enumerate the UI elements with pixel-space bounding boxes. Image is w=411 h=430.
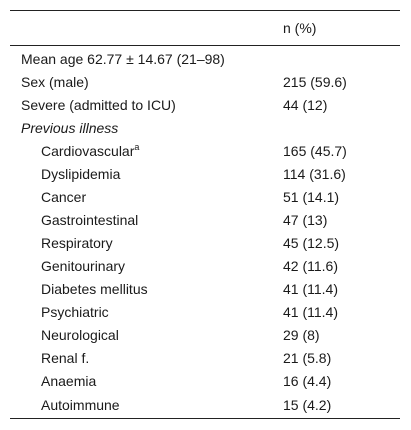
table-row-respiratory: Respiratory 45 (12.5): [10, 232, 400, 255]
row-label: Renal f.: [41, 350, 90, 366]
row-value: 41 (11.4): [283, 304, 338, 320]
section-label: Previous illness: [21, 120, 119, 136]
row-label: Autoimmune: [41, 397, 120, 413]
row-value: 114 (31.6): [283, 166, 346, 182]
row-label: Mean age 62.77 ± 14.67 (21–98): [21, 51, 225, 67]
row-value: 29 (8): [283, 327, 320, 343]
row-value: 42 (11.6): [283, 258, 338, 274]
table-row-dyslipidemia: Dyslipidemia 114 (31.6): [10, 163, 400, 186]
row-label: Psychiatric: [41, 304, 109, 320]
row-label: Sex (male): [21, 74, 89, 90]
row-label: Genitourinary: [41, 258, 126, 274]
table-row-psychiatric: Psychiatric 41 (11.4): [10, 301, 400, 324]
header-label-column: [10, 11, 283, 46]
table-row-autoimmune: Autoimmune 15 (4.2): [10, 393, 400, 419]
row-value: 41 (11.4): [283, 281, 338, 297]
row-value: 16 (4.4): [283, 373, 332, 389]
table-row-renal: Renal f. 21 (5.8): [10, 347, 400, 370]
table-row-genitourinary: Genitourinary 42 (11.6): [10, 255, 400, 278]
row-label: Dyslipidemia: [41, 166, 121, 182]
row-label: Cardiovascular: [41, 143, 135, 159]
row-value: 44 (12): [283, 97, 328, 113]
row-value: [283, 117, 400, 140]
row-value: 51 (14.1): [283, 189, 340, 205]
table-header-row: n (%): [10, 10, 400, 46]
row-label: Anaemia: [41, 373, 97, 389]
row-value: 47 (13): [283, 212, 328, 228]
row-label: Gastrointestinal: [41, 212, 139, 228]
characteristics-table-container: n (%) Mean age 62.77 ± 14.67 (21–98) Sex…: [10, 10, 400, 419]
row-value: 215 (59.6): [283, 74, 347, 90]
table-row-previous-illness: Previous illness: [10, 117, 400, 140]
table-row-cancer: Cancer 51 (14.1): [10, 186, 400, 209]
footnote-marker: a: [134, 142, 140, 152]
row-label: Diabetes mellitus: [41, 281, 148, 297]
row-value: 45 (12.5): [283, 235, 340, 251]
characteristics-table: n (%) Mean age 62.77 ± 14.67 (21–98) Sex…: [10, 10, 400, 419]
table-row-neurological: Neurological 29 (8): [10, 324, 400, 347]
row-value: 21 (5.8): [283, 350, 332, 366]
row-value: [283, 46, 400, 72]
row-label: Cancer: [41, 189, 87, 205]
table-row-anaemia: Anaemia 16 (4.4): [10, 370, 400, 393]
row-value: 15 (4.2): [283, 397, 332, 413]
header-value-column: n (%): [283, 20, 317, 36]
row-label: Neurological: [41, 327, 119, 343]
row-label: Severe (admitted to ICU): [21, 97, 176, 113]
table-row-sex: Sex (male) 215 (59.6): [10, 71, 400, 94]
table-row-mean-age: Mean age 62.77 ± 14.67 (21–98): [10, 46, 400, 72]
table-row-severe: Severe (admitted to ICU) 44 (12): [10, 94, 400, 117]
row-value: 165 (45.7): [283, 143, 347, 159]
table-row-gastrointestinal: Gastrointestinal 47 (13): [10, 209, 400, 232]
table-row-diabetes: Diabetes mellitus 41 (11.4): [10, 278, 400, 301]
row-label: Respiratory: [41, 235, 113, 251]
row-label-cell: Cardiovasculara: [10, 140, 283, 163]
table-row-cardiovascular: Cardiovasculara 165 (45.7): [10, 140, 400, 163]
